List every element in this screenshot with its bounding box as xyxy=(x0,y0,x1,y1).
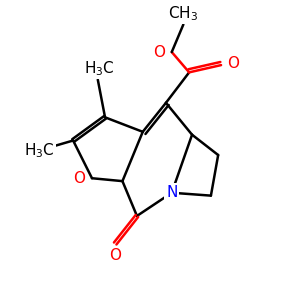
Text: O: O xyxy=(73,171,85,186)
Text: O: O xyxy=(153,44,165,59)
Text: O: O xyxy=(109,248,121,263)
Text: H$_3$C: H$_3$C xyxy=(24,141,55,160)
Text: CH$_3$: CH$_3$ xyxy=(168,4,198,23)
Text: O: O xyxy=(227,56,239,71)
Text: H$_3$C: H$_3$C xyxy=(84,59,115,78)
Text: N: N xyxy=(166,185,177,200)
